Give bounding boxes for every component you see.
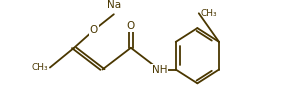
Text: O: O (90, 25, 98, 35)
Text: CH₃: CH₃ (32, 63, 49, 72)
Text: O: O (127, 21, 135, 31)
Text: Na: Na (107, 0, 121, 10)
Text: CH₃: CH₃ (200, 9, 217, 18)
Text: NH: NH (152, 65, 167, 74)
